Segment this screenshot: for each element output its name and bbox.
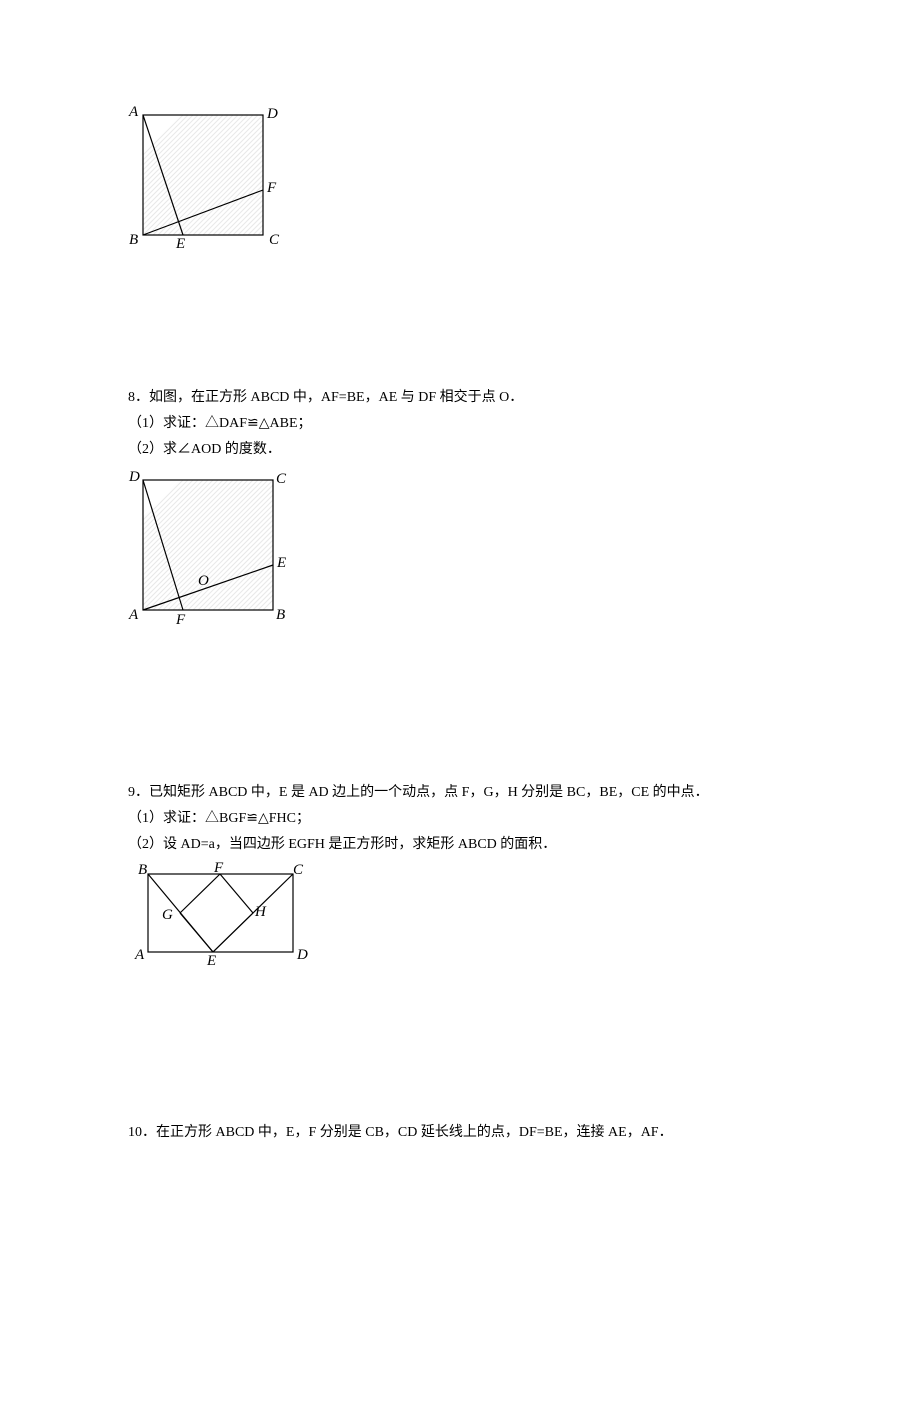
figure-9: B C A D E F G H (128, 860, 313, 970)
label-A: A (135, 947, 144, 964)
figure-7: A D B C E F (128, 100, 860, 255)
label-A: A (129, 607, 138, 624)
label-C: C (293, 862, 303, 879)
label-H: H (255, 904, 266, 921)
problem-9: 9．已知矩形 ABCD 中，E 是 AD 边上的一个动点，点 F，G，H 分别是… (128, 780, 860, 970)
problem-10-stem: 10．在正方形 ABCD 中，E，F 分别是 CB，CD 延长线上的点，DF=B… (128, 1120, 860, 1146)
label-F: F (267, 180, 276, 197)
problem-8-part1: （1）求证：△DAF≌△ABE； (128, 411, 860, 437)
label-C: C (269, 232, 279, 249)
problem-8-stem: 8．如图，在正方形 ABCD 中，AF=BE，AE 与 DF 相交于点 O． (128, 385, 860, 411)
label-B: B (138, 862, 147, 879)
problem-10: 10．在正方形 ABCD 中，E，F 分别是 CB，CD 延长线上的点，DF=B… (128, 1120, 860, 1146)
label-E: E (277, 555, 286, 572)
problem-8: 8．如图，在正方形 ABCD 中，AF=BE，AE 与 DF 相交于点 O． （… (128, 385, 860, 630)
label-D: D (267, 106, 278, 123)
label-G: G (162, 907, 173, 924)
label-F: F (214, 860, 223, 877)
label-E: E (176, 236, 185, 253)
figure-8-svg (128, 465, 288, 630)
label-C: C (276, 471, 286, 488)
problem-9-stem: 9．已知矩形 ABCD 中，E 是 AD 边上的一个动点，点 F，G，H 分别是… (128, 780, 860, 806)
label-O: O (198, 573, 209, 590)
problem-9-part2: （2）设 AD=a，当四边形 EGFH 是正方形时，求矩形 ABCD 的面积． (128, 832, 860, 858)
label-A: A (129, 104, 138, 121)
label-D: D (297, 947, 308, 964)
figure-7-svg (128, 100, 278, 255)
label-E: E (207, 953, 216, 970)
problem-8-part2: （2）求∠AOD 的度数． (128, 437, 860, 463)
problem-9-part1: （1）求证：△BGF≌△FHC； (128, 806, 860, 832)
figure-8: D C A B E F O (128, 465, 288, 630)
label-D: D (129, 469, 140, 486)
label-F: F (176, 612, 185, 629)
label-B: B (129, 232, 138, 249)
label-B: B (276, 607, 285, 624)
